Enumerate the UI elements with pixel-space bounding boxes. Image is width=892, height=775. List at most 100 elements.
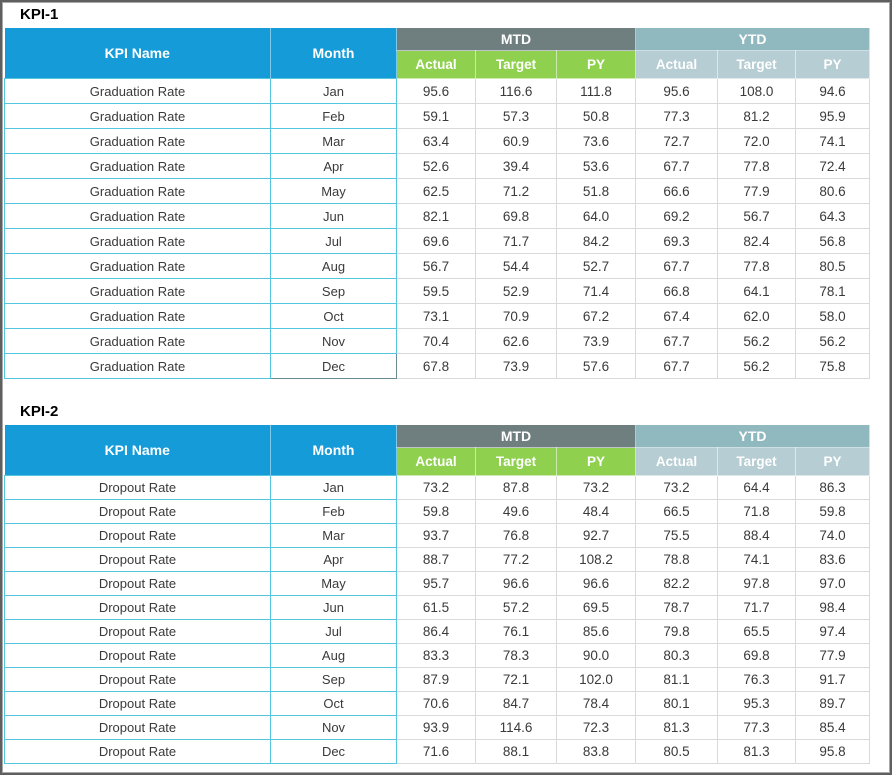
ytd-target-cell[interactable]: 64.1 bbox=[717, 278, 797, 304]
month-cell[interactable]: May bbox=[270, 571, 397, 596]
mtd-py-cell[interactable]: 71.4 bbox=[555, 278, 637, 304]
mtd-py-cell[interactable]: 57.6 bbox=[555, 353, 637, 379]
month-cell[interactable]: Jan bbox=[270, 78, 397, 104]
ytd-actual-cell[interactable]: 67.7 bbox=[635, 353, 719, 379]
mtd-target-cell[interactable]: 77.2 bbox=[475, 547, 557, 572]
mtd-py-cell[interactable]: 72.3 bbox=[555, 715, 637, 740]
ytd-py-cell[interactable]: 64.3 bbox=[795, 203, 871, 229]
ytd-target-cell[interactable]: 72.0 bbox=[717, 128, 797, 154]
ytd-py-cell[interactable]: 77.9 bbox=[795, 643, 871, 668]
ytd-py-cell[interactable]: 80.6 bbox=[795, 178, 871, 204]
ytd-py-cell[interactable]: 56.8 bbox=[795, 228, 871, 254]
mtd-py-cell[interactable]: 51.8 bbox=[555, 178, 637, 204]
mtd-actual-cell[interactable]: 61.5 bbox=[396, 595, 476, 620]
mtd-actual-cell[interactable]: 70.4 bbox=[396, 328, 476, 354]
kpi-name-cell[interactable]: Dropout Rate bbox=[4, 739, 271, 764]
ytd-py-cell[interactable]: 94.6 bbox=[795, 78, 871, 104]
month-cell[interactable]: Aug bbox=[270, 643, 397, 668]
kpi-name-cell[interactable]: Dropout Rate bbox=[4, 475, 271, 500]
ytd-py-cell[interactable]: 95.9 bbox=[795, 103, 871, 129]
month-cell[interactable]: Jul bbox=[270, 228, 397, 254]
ytd-target-cell[interactable]: 71.8 bbox=[717, 499, 797, 524]
month-cell[interactable]: Jul bbox=[270, 619, 397, 644]
ytd-target-cell[interactable]: 56.2 bbox=[717, 353, 797, 379]
ytd-actual-cell[interactable]: 73.2 bbox=[635, 475, 719, 500]
kpi-name-cell[interactable]: Dropout Rate bbox=[4, 667, 271, 692]
ytd-actual-cell[interactable]: 66.5 bbox=[635, 499, 719, 524]
ytd-py-cell[interactable]: 83.6 bbox=[795, 547, 871, 572]
ytd-actual-cell[interactable]: 81.1 bbox=[635, 667, 719, 692]
mtd-actual-cell[interactable]: 93.7 bbox=[396, 523, 476, 548]
ytd-actual-cell[interactable]: 69.3 bbox=[635, 228, 719, 254]
kpi-name-cell[interactable]: Dropout Rate bbox=[4, 619, 271, 644]
ytd-py-cell[interactable]: 74.0 bbox=[795, 523, 871, 548]
ytd-target-cell[interactable]: 77.9 bbox=[717, 178, 797, 204]
ytd-actual-cell[interactable]: 72.7 bbox=[635, 128, 719, 154]
ytd-actual-cell[interactable]: 80.1 bbox=[635, 691, 719, 716]
mtd-py-cell[interactable]: 96.6 bbox=[555, 571, 637, 596]
ytd-actual-cell[interactable]: 78.7 bbox=[635, 595, 719, 620]
kpi-name-cell[interactable]: Dropout Rate bbox=[4, 523, 271, 548]
kpi-name-cell[interactable]: Graduation Rate bbox=[4, 253, 271, 279]
ytd-actual-cell[interactable]: 82.2 bbox=[635, 571, 719, 596]
ytd-target-cell[interactable]: 69.8 bbox=[717, 643, 797, 668]
kpi-name-cell[interactable]: Graduation Rate bbox=[4, 228, 271, 254]
mtd-target-cell[interactable]: 76.8 bbox=[475, 523, 557, 548]
month-cell[interactable]: Dec bbox=[270, 739, 397, 764]
kpi-name-cell[interactable]: Graduation Rate bbox=[4, 278, 271, 304]
month-cell[interactable]: Mar bbox=[270, 523, 397, 548]
kpi-name-cell[interactable]: Graduation Rate bbox=[4, 103, 271, 129]
ytd-actual-cell[interactable]: 81.3 bbox=[635, 715, 719, 740]
ytd-target-cell[interactable]: 74.1 bbox=[717, 547, 797, 572]
mtd-actual-cell[interactable]: 56.7 bbox=[396, 253, 476, 279]
mtd-target-cell[interactable]: 69.8 bbox=[475, 203, 557, 229]
kpi-name-cell[interactable]: Dropout Rate bbox=[4, 547, 271, 572]
mtd-target-cell[interactable]: 73.9 bbox=[475, 353, 557, 379]
month-cell[interactable]: Jun bbox=[270, 595, 397, 620]
mtd-actual-cell[interactable]: 95.6 bbox=[396, 78, 476, 104]
month-cell[interactable]: Mar bbox=[270, 128, 397, 154]
mtd-target-cell[interactable]: 52.9 bbox=[475, 278, 557, 304]
ytd-target-cell[interactable]: 62.0 bbox=[717, 303, 797, 329]
kpi-name-cell[interactable]: Graduation Rate bbox=[4, 153, 271, 179]
ytd-actual-cell[interactable]: 78.8 bbox=[635, 547, 719, 572]
ytd-py-cell[interactable]: 59.8 bbox=[795, 499, 871, 524]
mtd-py-cell[interactable]: 73.9 bbox=[555, 328, 637, 354]
month-cell[interactable]: Feb bbox=[270, 103, 397, 129]
ytd-target-cell[interactable]: 82.4 bbox=[717, 228, 797, 254]
mtd-actual-cell[interactable]: 62.5 bbox=[396, 178, 476, 204]
mtd-actual-cell[interactable]: 95.7 bbox=[396, 571, 476, 596]
mtd-actual-cell[interactable]: 69.6 bbox=[396, 228, 476, 254]
mtd-target-cell[interactable]: 116.6 bbox=[475, 78, 557, 104]
mtd-actual-cell[interactable]: 83.3 bbox=[396, 643, 476, 668]
ytd-target-cell[interactable]: 76.3 bbox=[717, 667, 797, 692]
mtd-actual-cell[interactable]: 67.8 bbox=[396, 353, 476, 379]
mtd-py-cell[interactable]: 48.4 bbox=[555, 499, 637, 524]
mtd-target-cell[interactable]: 39.4 bbox=[475, 153, 557, 179]
ytd-actual-cell[interactable]: 80.5 bbox=[635, 739, 719, 764]
mtd-py-cell[interactable]: 64.0 bbox=[555, 203, 637, 229]
mtd-actual-cell[interactable]: 82.1 bbox=[396, 203, 476, 229]
ytd-actual-cell[interactable]: 79.8 bbox=[635, 619, 719, 644]
kpi-name-cell[interactable]: Dropout Rate bbox=[4, 499, 271, 524]
month-cell[interactable]: Sep bbox=[270, 278, 397, 304]
mtd-target-cell[interactable]: 57.3 bbox=[475, 103, 557, 129]
ytd-target-cell[interactable]: 65.5 bbox=[717, 619, 797, 644]
month-cell[interactable]: Nov bbox=[270, 715, 397, 740]
ytd-py-cell[interactable]: 97.0 bbox=[795, 571, 871, 596]
ytd-py-cell[interactable]: 86.3 bbox=[795, 475, 871, 500]
mtd-py-cell[interactable]: 92.7 bbox=[555, 523, 637, 548]
mtd-target-cell[interactable]: 72.1 bbox=[475, 667, 557, 692]
ytd-target-cell[interactable]: 88.4 bbox=[717, 523, 797, 548]
ytd-target-cell[interactable]: 97.8 bbox=[717, 571, 797, 596]
kpi-name-cell[interactable]: Dropout Rate bbox=[4, 595, 271, 620]
mtd-py-cell[interactable]: 50.8 bbox=[555, 103, 637, 129]
mtd-actual-cell[interactable]: 88.7 bbox=[396, 547, 476, 572]
ytd-py-cell[interactable]: 85.4 bbox=[795, 715, 871, 740]
kpi-name-cell[interactable]: Graduation Rate bbox=[4, 128, 271, 154]
ytd-py-cell[interactable]: 91.7 bbox=[795, 667, 871, 692]
mtd-actual-cell[interactable]: 93.9 bbox=[396, 715, 476, 740]
kpi-name-cell[interactable]: Dropout Rate bbox=[4, 571, 271, 596]
month-cell[interactable]: Feb bbox=[270, 499, 397, 524]
ytd-target-cell[interactable]: 108.0 bbox=[717, 78, 797, 104]
